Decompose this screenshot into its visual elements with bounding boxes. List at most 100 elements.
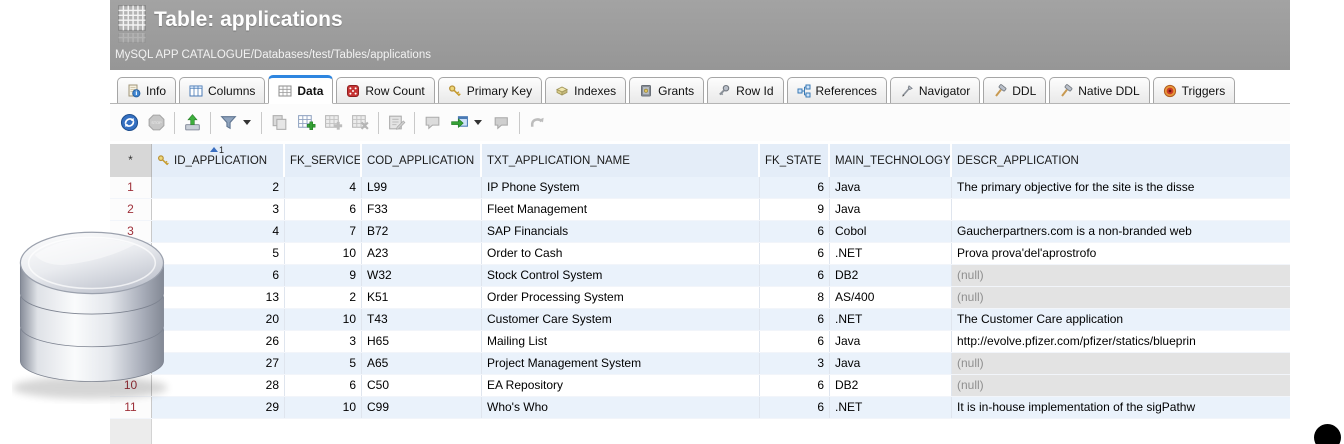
cell-main-technology[interactable]: Java	[830, 199, 952, 220]
cell-cod-application[interactable]: W32	[362, 265, 482, 286]
cell-fk-state[interactable]: 6	[760, 265, 830, 286]
filter-dropdown-caret[interactable]	[243, 120, 251, 125]
grid-corner-cell[interactable]: *	[110, 144, 152, 177]
cell-main-technology[interactable]: Java	[830, 177, 952, 198]
cell-fk-service[interactable]: 3	[285, 331, 362, 352]
cell-descr-application-null[interactable]: (null)	[952, 375, 1290, 396]
cell-fk-service[interactable]: 4	[285, 177, 362, 198]
tab-native-ddl[interactable]: Native DDL	[1049, 77, 1150, 103]
table-row[interactable]: 11 29 10 C99 Who's Who 6 .NET It is in-h…	[110, 397, 1290, 419]
cell-fk-state[interactable]: 9	[760, 199, 830, 220]
import-dropdown-caret[interactable]	[474, 120, 482, 125]
table-row[interactable]: 1 2 4 L99 IP Phone System 6 Java The pri…	[110, 177, 1290, 199]
cell-id-application[interactable]: 13	[152, 287, 285, 308]
cell-main-technology[interactable]: .NET	[830, 309, 952, 330]
tab-ddl[interactable]: DDL	[983, 77, 1047, 103]
cell-id-application[interactable]: 4	[152, 221, 285, 242]
tab-references[interactable]: References	[786, 77, 887, 103]
cell-fk-service[interactable]: 10	[285, 309, 362, 330]
cell-descr-application[interactable]: The primary objective for the site is th…	[957, 180, 1195, 194]
column-header-main-technology[interactable]: MAIN_TECHNOLOGY	[830, 144, 952, 177]
table-row[interactable]: 6 13 2 K51 Order Processing System 8 AS/…	[110, 287, 1290, 309]
cell-txt-application-name[interactable]: Customer Care System	[482, 309, 760, 330]
tab-row-count[interactable]: Row Count	[336, 77, 435, 103]
cell-fk-state[interactable]: 6	[760, 221, 830, 242]
insert-row-button[interactable]	[293, 110, 320, 136]
column-header-fk-state[interactable]: FK_STATE	[760, 144, 830, 177]
cell-descr-application[interactable]: http://evolve.pfizer.com/pfizer/statics/…	[957, 334, 1196, 348]
table-row[interactable]: 7 20 10 T43 Customer Care System 6 .NET …	[110, 309, 1290, 331]
cell-fk-state[interactable]: 6	[760, 397, 830, 418]
cell-id-application[interactable]: 28	[152, 375, 285, 396]
cell-cod-application[interactable]: A65	[362, 353, 482, 374]
column-header-id-application[interactable]: ID_APPLICATION 1	[152, 144, 285, 177]
row-number[interactable]: 11	[110, 397, 152, 418]
cell-main-technology[interactable]: DB2	[830, 375, 952, 396]
cell-fk-service[interactable]: 5	[285, 353, 362, 374]
cell-cod-application[interactable]: C99	[362, 397, 482, 418]
cell-cod-application[interactable]: F33	[362, 199, 482, 220]
tab-grants[interactable]: Grants	[629, 77, 705, 103]
cell-descr-application[interactable]: Prova prova'del'aprostrofo	[957, 246, 1097, 260]
cell-fk-service[interactable]: 6	[285, 375, 362, 396]
cell-txt-application-name[interactable]: Project Management System	[482, 353, 760, 374]
cell-id-application[interactable]: 29	[152, 397, 285, 418]
cell-id-application[interactable]: 6	[152, 265, 285, 286]
cell-main-technology[interactable]: Java	[830, 353, 952, 374]
table-row[interactable]: 10 28 6 C50 EA Repository 6 DB2 (null)	[110, 375, 1290, 397]
cell-txt-application-name[interactable]: Order to Cash	[482, 243, 760, 264]
column-header-cod-application[interactable]: COD_APPLICATION	[362, 144, 482, 177]
cell-fk-service[interactable]: 10	[285, 243, 362, 264]
cell-fk-service[interactable]: 7	[285, 221, 362, 242]
table-row[interactable]: 8 26 3 H65 Mailing List 6 Java http://ev…	[110, 331, 1290, 353]
row-number[interactable]: 1	[110, 177, 152, 198]
table-row[interactable]: 2 3 6 F33 Fleet Management 9 Java	[110, 199, 1290, 221]
tab-columns[interactable]: Columns	[179, 77, 266, 103]
cell-fk-state[interactable]: 6	[760, 309, 830, 330]
cell-id-application[interactable]: 27	[152, 353, 285, 374]
filter-button[interactable]	[215, 110, 242, 136]
cell-cod-application[interactable]: L99	[362, 177, 482, 198]
cell-fk-state[interactable]: 6	[760, 331, 830, 352]
cell-fk-state[interactable]: 6	[760, 375, 830, 396]
row-number[interactable]: 2	[110, 199, 152, 220]
cell-txt-application-name[interactable]: Who's Who	[482, 397, 760, 418]
cell-main-technology[interactable]: .NET	[830, 243, 952, 264]
import-button[interactable]	[446, 110, 473, 136]
cell-fk-service[interactable]: 10	[285, 397, 362, 418]
cell-id-application[interactable]: 26	[152, 331, 285, 352]
cell-main-technology[interactable]: AS/400	[830, 287, 952, 308]
cell-id-application[interactable]: 5	[152, 243, 285, 264]
cell-main-technology[interactable]: DB2	[830, 265, 952, 286]
table-row[interactable]: 5 6 9 W32 Stock Control System 6 DB2 (nu…	[110, 265, 1290, 287]
cell-cod-application[interactable]: T43	[362, 309, 482, 330]
cell-main-technology[interactable]: Java	[830, 331, 952, 352]
cell-fk-state[interactable]: 6	[760, 243, 830, 264]
tab-row-id[interactable]: Row Id	[707, 77, 784, 103]
column-header-txt-application-name[interactable]: TXT_APPLICATION_NAME	[482, 144, 760, 177]
table-row[interactable]: 3 4 7 B72 SAP Financials 6 Cobol Gaucher…	[110, 221, 1290, 243]
tab-info[interactable]: Info	[117, 77, 177, 103]
cell-id-application[interactable]: 2	[152, 177, 285, 198]
cell-fk-state[interactable]: 6	[760, 177, 830, 198]
cell-cod-application[interactable]: H65	[362, 331, 482, 352]
refresh-button[interactable]	[116, 110, 143, 136]
tab-data[interactable]: Data	[268, 75, 334, 104]
cell-txt-application-name[interactable]: Mailing List	[482, 331, 760, 352]
cell-fk-service[interactable]: 2	[285, 287, 362, 308]
cell-cod-application[interactable]: A23	[362, 243, 482, 264]
cell-id-application[interactable]: 3	[152, 199, 285, 220]
cell-id-application[interactable]: 20	[152, 309, 285, 330]
cell-descr-application-null[interactable]: (null)	[952, 353, 1290, 374]
cell-main-technology[interactable]: .NET	[830, 397, 952, 418]
tab-navigator[interactable]: Navigator	[889, 77, 981, 103]
cell-txt-application-name[interactable]: SAP Financials	[482, 221, 760, 242]
table-row[interactable]: 4 5 10 A23 Order to Cash 6 .NET Prova pr…	[110, 243, 1290, 265]
export-grid-button[interactable]	[179, 110, 206, 136]
cell-main-technology[interactable]: Cobol	[830, 221, 952, 242]
tab-triggers[interactable]: Triggers	[1152, 77, 1236, 103]
cell-descr-application-null[interactable]: (null)	[952, 265, 1290, 286]
tab-primary-key[interactable]: Primary Key	[437, 77, 543, 103]
column-header-fk-service[interactable]: FK_SERVICE	[285, 144, 362, 177]
cell-txt-application-name[interactable]: Fleet Management	[482, 199, 760, 220]
